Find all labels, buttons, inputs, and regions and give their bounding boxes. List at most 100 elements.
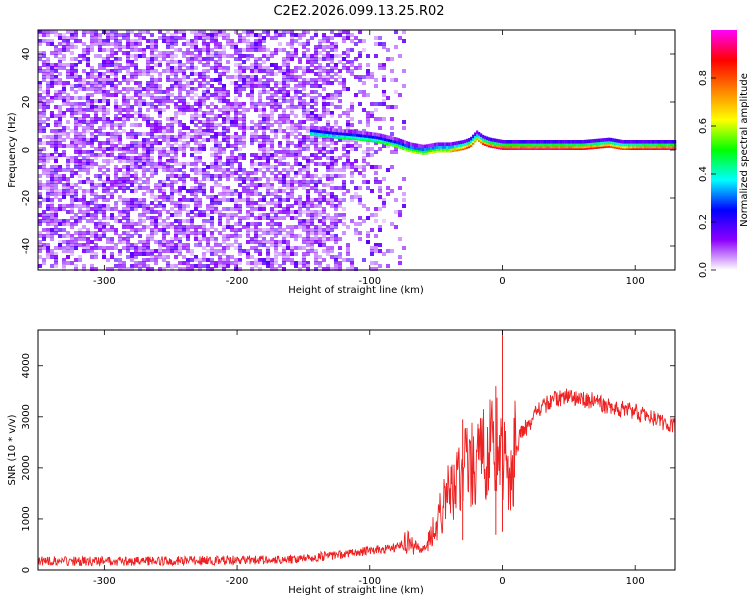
noise-cell xyxy=(182,135,186,139)
noise-cell xyxy=(258,234,262,238)
noise-cell xyxy=(198,198,202,202)
noise-cell xyxy=(214,201,218,205)
noise-cell xyxy=(174,234,178,238)
noise-cell xyxy=(326,96,330,100)
noise-cell xyxy=(294,129,298,133)
noise-cell xyxy=(170,60,174,64)
noise-cell xyxy=(266,141,270,145)
noise-cell xyxy=(78,153,82,157)
noise-cell xyxy=(194,162,198,166)
noise-cell xyxy=(74,111,78,115)
ridge-cell xyxy=(608,146,611,148)
noise-cell xyxy=(130,222,134,226)
noise-cell xyxy=(290,75,294,79)
noise-cell xyxy=(102,117,106,121)
noise-cell xyxy=(266,96,270,100)
noise-cell xyxy=(306,171,310,175)
noise-cell xyxy=(166,96,170,100)
noise-cell xyxy=(278,243,282,247)
noise-cell xyxy=(150,216,154,220)
noise-cell xyxy=(386,168,390,172)
noise-cell xyxy=(74,84,78,88)
noise-cell xyxy=(354,57,358,61)
noise-cell xyxy=(202,48,206,52)
noise-cell xyxy=(286,75,290,79)
noise-cell xyxy=(306,60,310,64)
noise-cell xyxy=(166,231,170,235)
noise-cell xyxy=(290,51,294,55)
noise-cell xyxy=(90,72,94,76)
noise-cell xyxy=(234,258,238,262)
noise-cell xyxy=(322,207,326,211)
ridge-cell xyxy=(594,147,597,149)
noise-cell xyxy=(90,231,94,235)
noise-cell xyxy=(242,171,246,175)
noise-cell xyxy=(246,231,250,235)
ridge-cell xyxy=(656,146,659,150)
noise-cell xyxy=(62,228,66,232)
noise-cell xyxy=(198,96,202,100)
noise-cell xyxy=(306,147,310,151)
noise-cell xyxy=(122,123,126,127)
noise-cell xyxy=(254,63,258,67)
noise-cell xyxy=(158,84,162,88)
noise-cell xyxy=(266,123,270,127)
noise-cell xyxy=(210,222,214,226)
noise-cell xyxy=(50,180,54,184)
noise-cell xyxy=(222,240,226,244)
noise-cell xyxy=(86,120,90,124)
noise-cell xyxy=(118,177,122,181)
noise-cell xyxy=(214,195,218,199)
noise-cell xyxy=(366,75,370,79)
noise-cell xyxy=(282,108,286,112)
noise-cell xyxy=(122,240,126,244)
noise-cell xyxy=(50,84,54,88)
noise-cell xyxy=(202,225,206,229)
noise-cell xyxy=(114,78,118,82)
noise-cell xyxy=(306,174,310,178)
noise-cell xyxy=(110,192,114,196)
noise-cell xyxy=(74,117,78,121)
noise-cell xyxy=(330,57,334,61)
noise-cell xyxy=(94,216,98,220)
noise-cell xyxy=(258,252,262,256)
noise-cell xyxy=(234,192,238,196)
noise-cell xyxy=(78,159,82,163)
noise-cell xyxy=(302,219,306,223)
noise-cell xyxy=(122,222,126,226)
noise-cell xyxy=(54,96,58,100)
noise-cell xyxy=(298,57,302,61)
noise-cell xyxy=(158,162,162,166)
noise-cell xyxy=(322,99,326,103)
noise-cell xyxy=(94,210,98,214)
noise-cell xyxy=(46,255,50,259)
noise-cell xyxy=(46,213,50,217)
noise-cell xyxy=(378,180,382,184)
noise-cell xyxy=(206,165,210,169)
noise-cell xyxy=(274,150,278,154)
noise-cell xyxy=(154,228,158,232)
noise-cell xyxy=(186,162,190,166)
noise-cell xyxy=(126,177,130,181)
noise-cell xyxy=(350,171,354,175)
noise-cell xyxy=(378,117,382,121)
noise-cell xyxy=(226,237,230,241)
noise-cell xyxy=(190,249,194,253)
noise-cell xyxy=(222,228,226,232)
noise-cell xyxy=(46,57,50,61)
noise-cell xyxy=(50,141,54,145)
noise-cell xyxy=(198,36,202,40)
ridge-cell xyxy=(442,150,445,153)
noise-cell xyxy=(194,141,198,145)
noise-cell xyxy=(62,84,66,88)
noise-cell xyxy=(278,144,282,148)
noise-cell xyxy=(346,225,350,229)
noise-cell xyxy=(74,264,78,268)
noise-cell xyxy=(250,141,254,145)
noise-cell xyxy=(286,213,290,217)
noise-cell xyxy=(234,57,238,61)
noise-cell xyxy=(302,201,306,205)
noise-cell xyxy=(106,48,110,52)
noise-cell xyxy=(402,204,406,208)
noise-cell xyxy=(298,267,302,271)
